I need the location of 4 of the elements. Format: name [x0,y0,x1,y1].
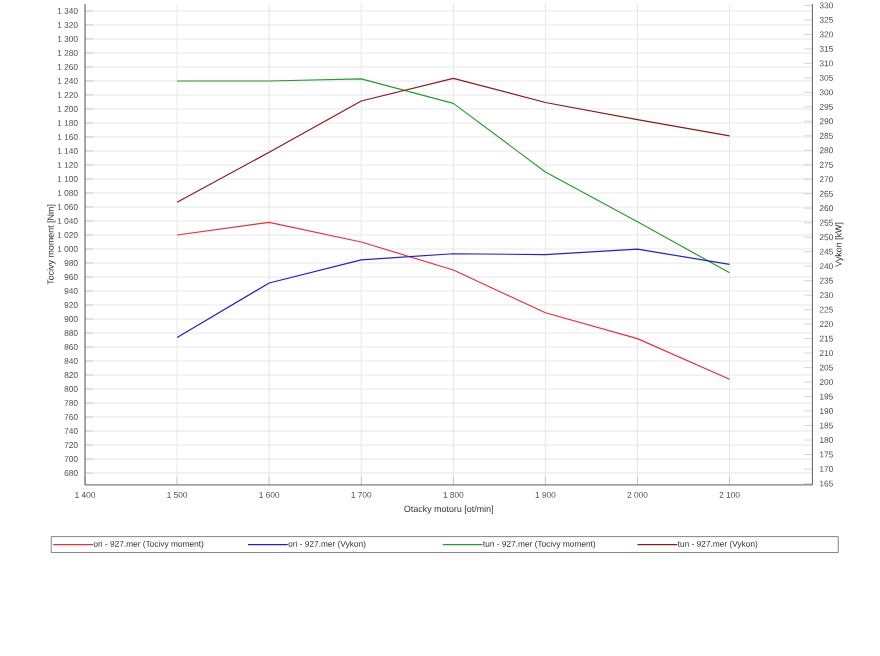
line-series [176,221,731,380]
line-series [176,78,731,274]
line-series [176,77,731,203]
line-series [176,248,731,339]
